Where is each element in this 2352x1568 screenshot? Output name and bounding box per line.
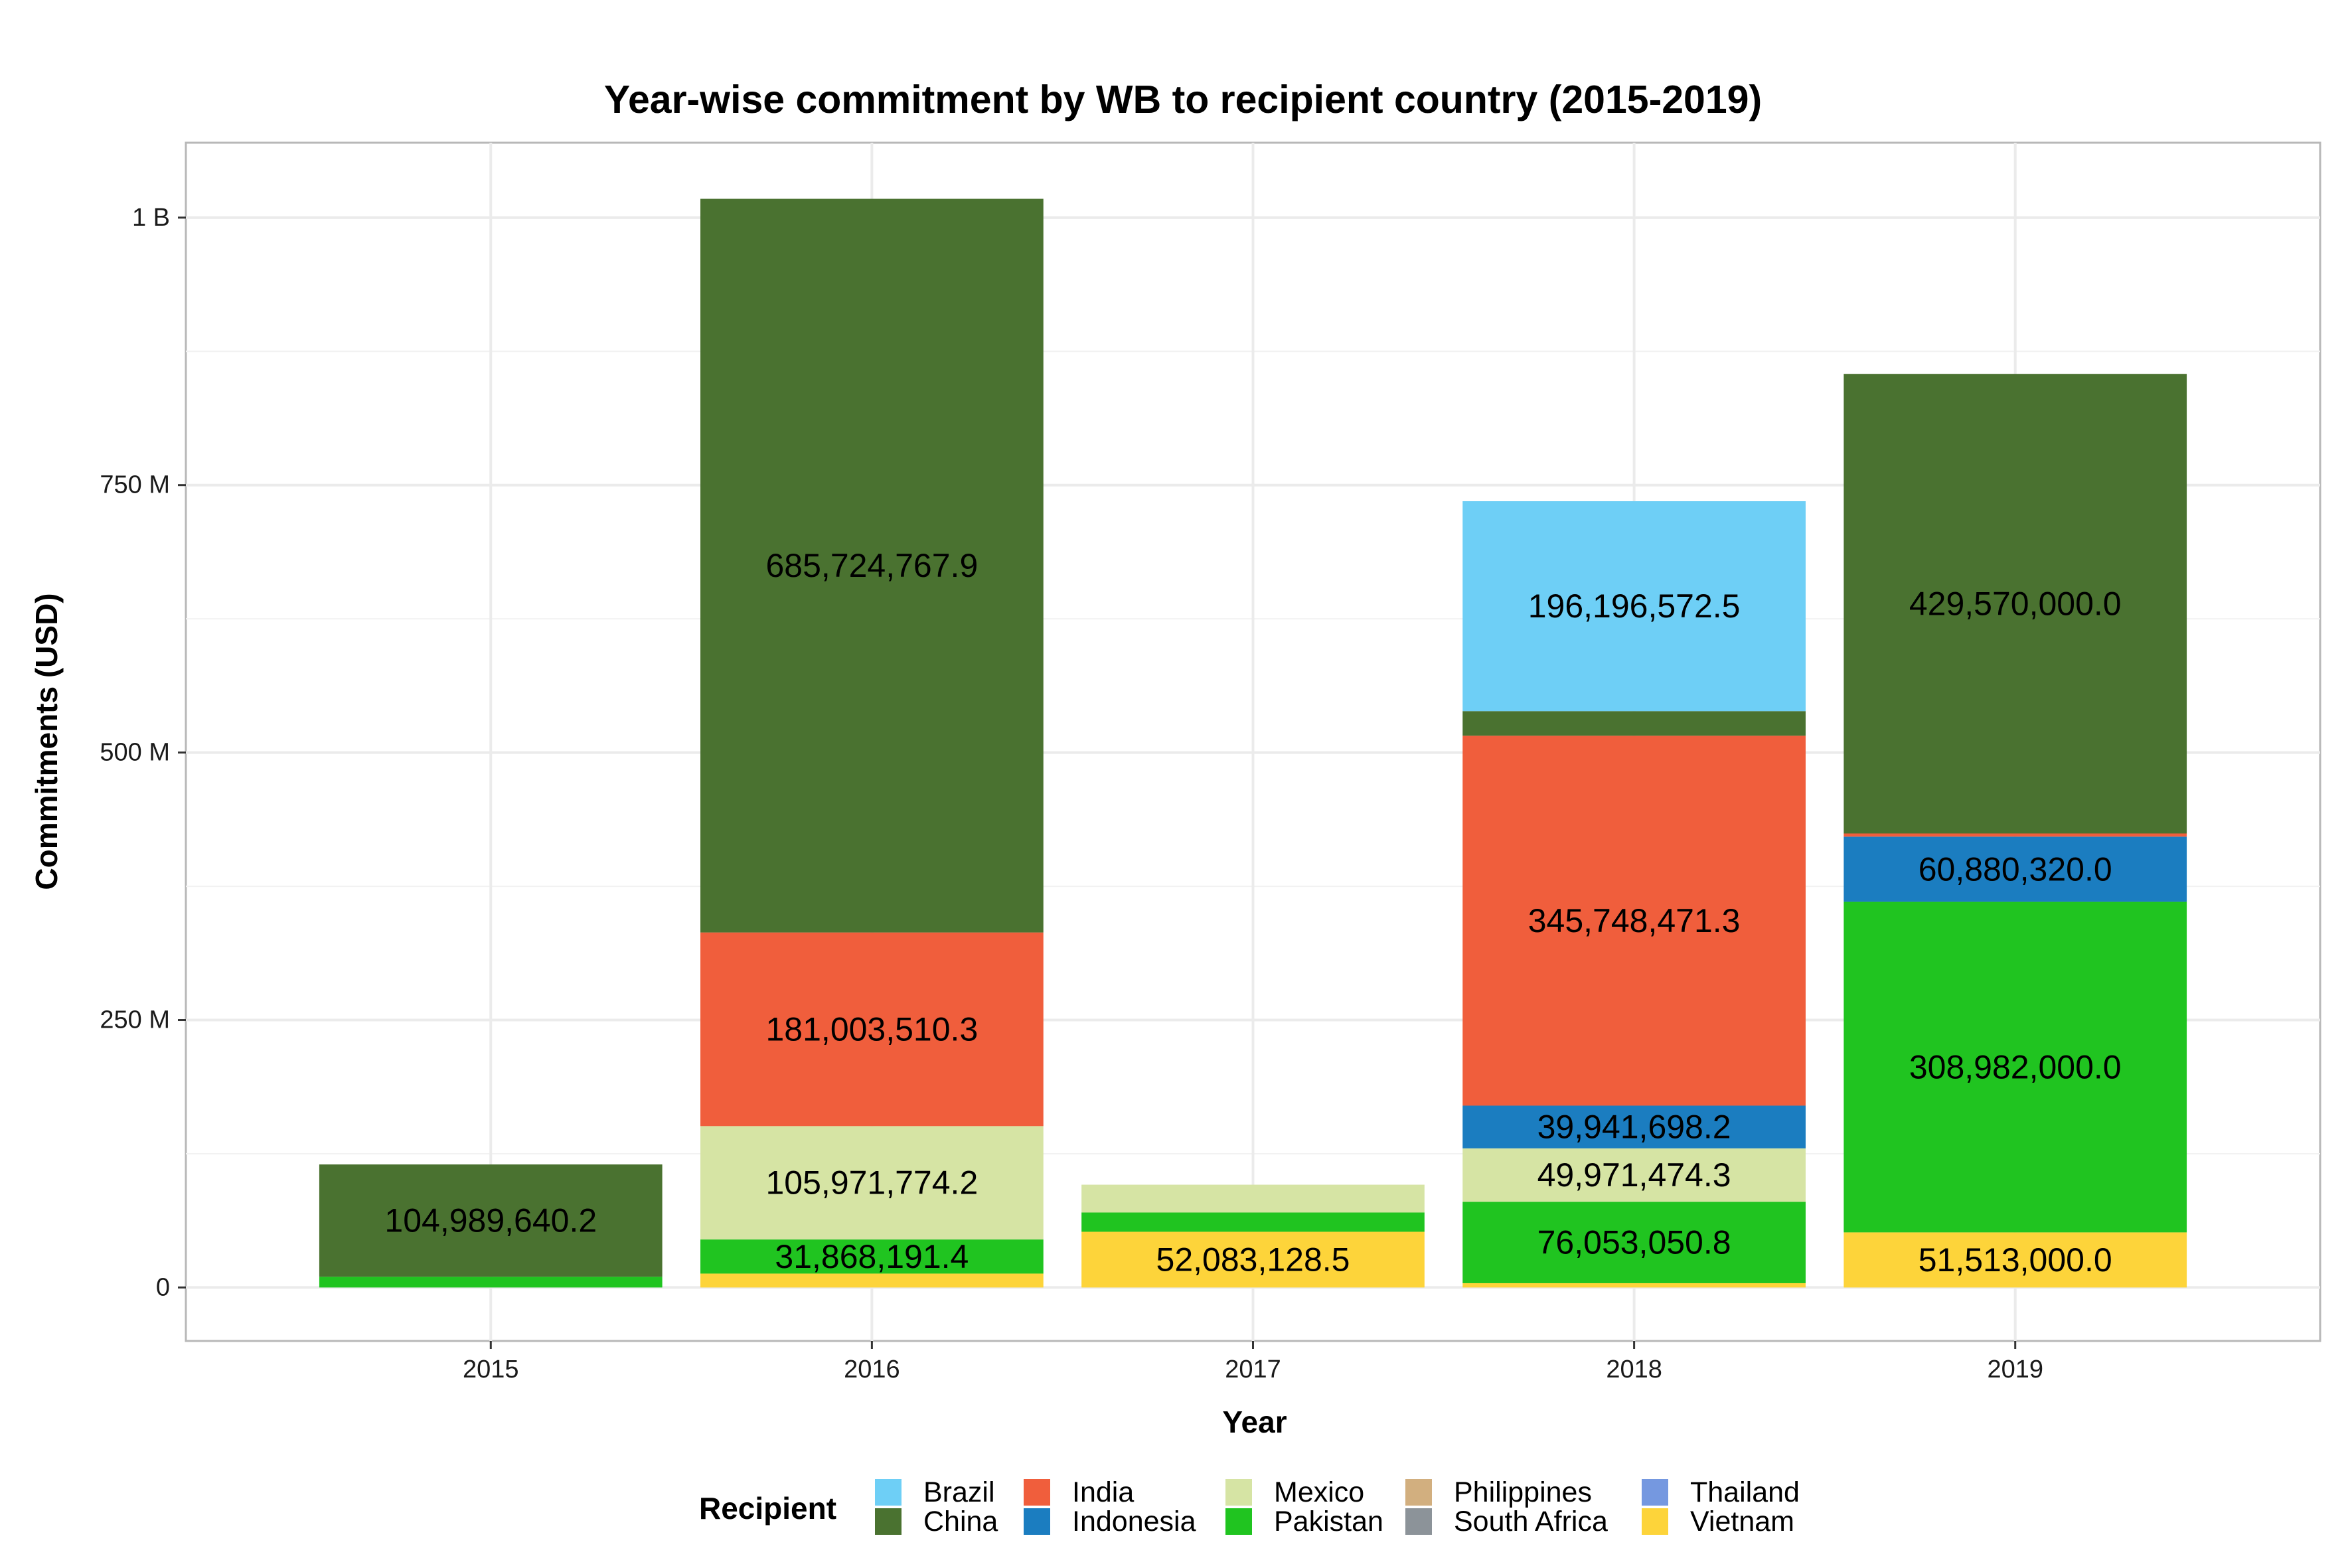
legend-swatch-pakistan [1225,1508,1252,1535]
chart-title: Year-wise commitment by WB to recipient … [604,78,1762,121]
y-tick-label: 0 [156,1273,170,1301]
legend-swatch-mexico [1225,1479,1252,1506]
bar-vietnam-2019 [1843,1232,2187,1288]
bar-brazil-2018 [1462,501,1806,712]
bar-vietnam-2016 [700,1273,1044,1288]
data-label: 685,724,767.9 [766,547,979,584]
bar-pakistan-2019 [1843,902,2187,1233]
legend-swatch-indonesia [1024,1508,1050,1535]
legend-swatch-philippines [1405,1479,1432,1506]
legend-title: Recipient [699,1491,836,1526]
legend-label: Vietnam [1690,1506,1794,1537]
y-tick-label: 500 M [100,739,170,767]
data-label: 429,570,000.0 [1909,585,2122,622]
legend-swatch-india [1024,1479,1050,1506]
bar-india-2018 [1462,736,1806,1106]
bar-pakistan-2016 [700,1239,1044,1274]
data-label: 104,989,640.2 [384,1202,597,1239]
bar-mexico-2016 [700,1126,1044,1240]
data-label: 31,868,191.4 [775,1238,969,1275]
bar-india-2019 [1843,833,2187,837]
axes: 0 250 M 500 M 750 M 1 B 2015 2016 2017 2018 2019 [100,204,2043,1383]
legend-label: Brazil [923,1476,995,1508]
bar-pakistan-2017 [1081,1212,1425,1232]
bar-china-2015 [319,1164,663,1277]
x-tick-label: 2016 [844,1356,900,1383]
bar-china-2018 [1462,711,1806,736]
data-label: 76,053,050.8 [1537,1224,1731,1261]
x-tick-label: 2017 [1225,1356,1281,1383]
data-label: 52,083,128.5 [1156,1241,1350,1278]
y-tick-label: 250 M [100,1006,170,1034]
data-label: 51,513,000.0 [1919,1241,2112,1279]
legend-swatch-vietnam [1642,1508,1668,1535]
legend-swatch-brazil [875,1479,902,1506]
legend-label: Mexico [1274,1476,1364,1508]
data-label: 60,880,320.0 [1919,850,2112,888]
data-label: 105,971,774.2 [766,1164,979,1202]
y-tick-label: 1 B [132,204,170,232]
legend-label: China [923,1506,998,1537]
legend-label: Philippines [1454,1476,1592,1508]
legend-label: Thailand [1690,1476,1800,1508]
bar-mexico-2018 [1462,1148,1806,1202]
x-tick-label: 2019 [1987,1356,2043,1383]
legend-label: Pakistan [1274,1506,1383,1537]
bar-indonesia-2019 [1843,836,2187,902]
bar-mexico-2017 [1081,1184,1425,1213]
y-axis-title: Commitments (USD) [29,593,64,890]
data-label: 196,196,572.5 [1528,588,1741,625]
bar-pakistan-2015 [319,1277,663,1288]
legend-swatch-thailand [1642,1479,1668,1506]
data-label: 308,982,000.0 [1909,1048,2122,1085]
data-label: 39,941,698.2 [1537,1109,1731,1146]
bar-india-2016 [700,932,1044,1127]
data-label: 49,971,474.3 [1537,1156,1731,1194]
bar-vietnam-2018 [1462,1283,1806,1288]
bars [319,198,2187,1288]
data-label: 345,748,471.3 [1528,902,1741,939]
legend-label: India [1072,1476,1134,1508]
legend-label: Indonesia [1072,1506,1196,1537]
legend-label: South Africa [1454,1506,1608,1537]
data-label: 181,003,510.3 [766,1010,979,1048]
bar-indonesia-2018 [1462,1105,1806,1148]
x-tick-label: 2015 [463,1356,519,1383]
bar-pakistan-2018 [1462,1202,1806,1283]
bar-china-2016 [700,198,1044,933]
x-tick-label: 2018 [1606,1356,1662,1383]
bar-vietnam-2017 [1081,1231,1425,1288]
data-labels: 104,989,640.2 685,724,767.9 181,003,510.3 1… [384,547,2121,1279]
legend-swatch-south-africa [1405,1508,1432,1535]
bar-china-2019 [1843,374,2187,834]
x-axis-title: Year [1222,1405,1287,1439]
y-tick-label: 750 M [100,471,170,499]
legend-swatch-china [875,1508,902,1535]
